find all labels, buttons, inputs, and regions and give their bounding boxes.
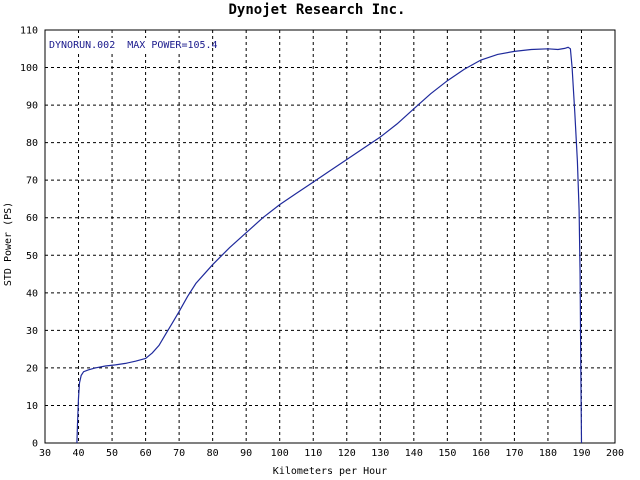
y-tick-label: 90 xyxy=(26,101,38,112)
y-tick-label: 100 xyxy=(20,63,38,74)
x-tick-label: 110 xyxy=(304,448,322,459)
x-tick-label: 170 xyxy=(505,448,523,459)
x-tick-label: 120 xyxy=(338,448,356,459)
grid xyxy=(45,30,615,443)
y-axis-label: STD Power (PS) xyxy=(3,202,14,286)
x-tick-label: 30 xyxy=(39,448,51,459)
x-tick-label: 70 xyxy=(173,448,185,459)
y-tick-label: 10 xyxy=(26,401,38,412)
y-tick-label: 80 xyxy=(26,138,38,149)
series-line-power xyxy=(76,46,583,444)
x-tick-label: 100 xyxy=(271,448,289,459)
y-tick-label: 110 xyxy=(20,26,38,37)
x-tick-label: 150 xyxy=(438,448,456,459)
y-tick-label: 20 xyxy=(26,363,38,374)
x-tick-label: 140 xyxy=(405,448,423,459)
y-tick-label: 40 xyxy=(26,288,38,299)
x-tick-label: 90 xyxy=(240,448,252,459)
y-tick-label: 70 xyxy=(26,176,38,187)
x-tick-label: 160 xyxy=(472,448,490,459)
x-tick-label: 80 xyxy=(207,448,219,459)
x-tick-label: 60 xyxy=(140,448,152,459)
x-tick-label: 40 xyxy=(73,448,85,459)
x-tick-label: 130 xyxy=(371,448,389,459)
x-tick-label: 200 xyxy=(606,448,624,459)
x-tick-label: 50 xyxy=(106,448,118,459)
plot-frame xyxy=(44,29,616,444)
chart-title: Dynojet Research Inc. xyxy=(228,2,405,18)
annotation-background xyxy=(47,38,193,51)
y-tick-label: 30 xyxy=(26,326,38,337)
x-axis-ticks: 30 40 50 60 70 80 90 100 110 120 130 140 150 160 170 18… xyxy=(39,448,624,459)
y-tick-label: 60 xyxy=(26,213,38,224)
y-axis-ticks: 0 10 20 30 40 50 60 70 80 90 100 110 xyxy=(20,26,38,450)
x-tick-label: 180 xyxy=(539,448,557,459)
max-power-annotation: DYNORUN.002 MAX POWER=105.4 xyxy=(49,40,218,51)
y-tick-label: 0 xyxy=(32,439,38,450)
y-tick-label: 50 xyxy=(26,251,38,262)
x-axis-label: Kilometers per Hour xyxy=(273,466,387,477)
x-tick-label: 190 xyxy=(572,448,590,459)
